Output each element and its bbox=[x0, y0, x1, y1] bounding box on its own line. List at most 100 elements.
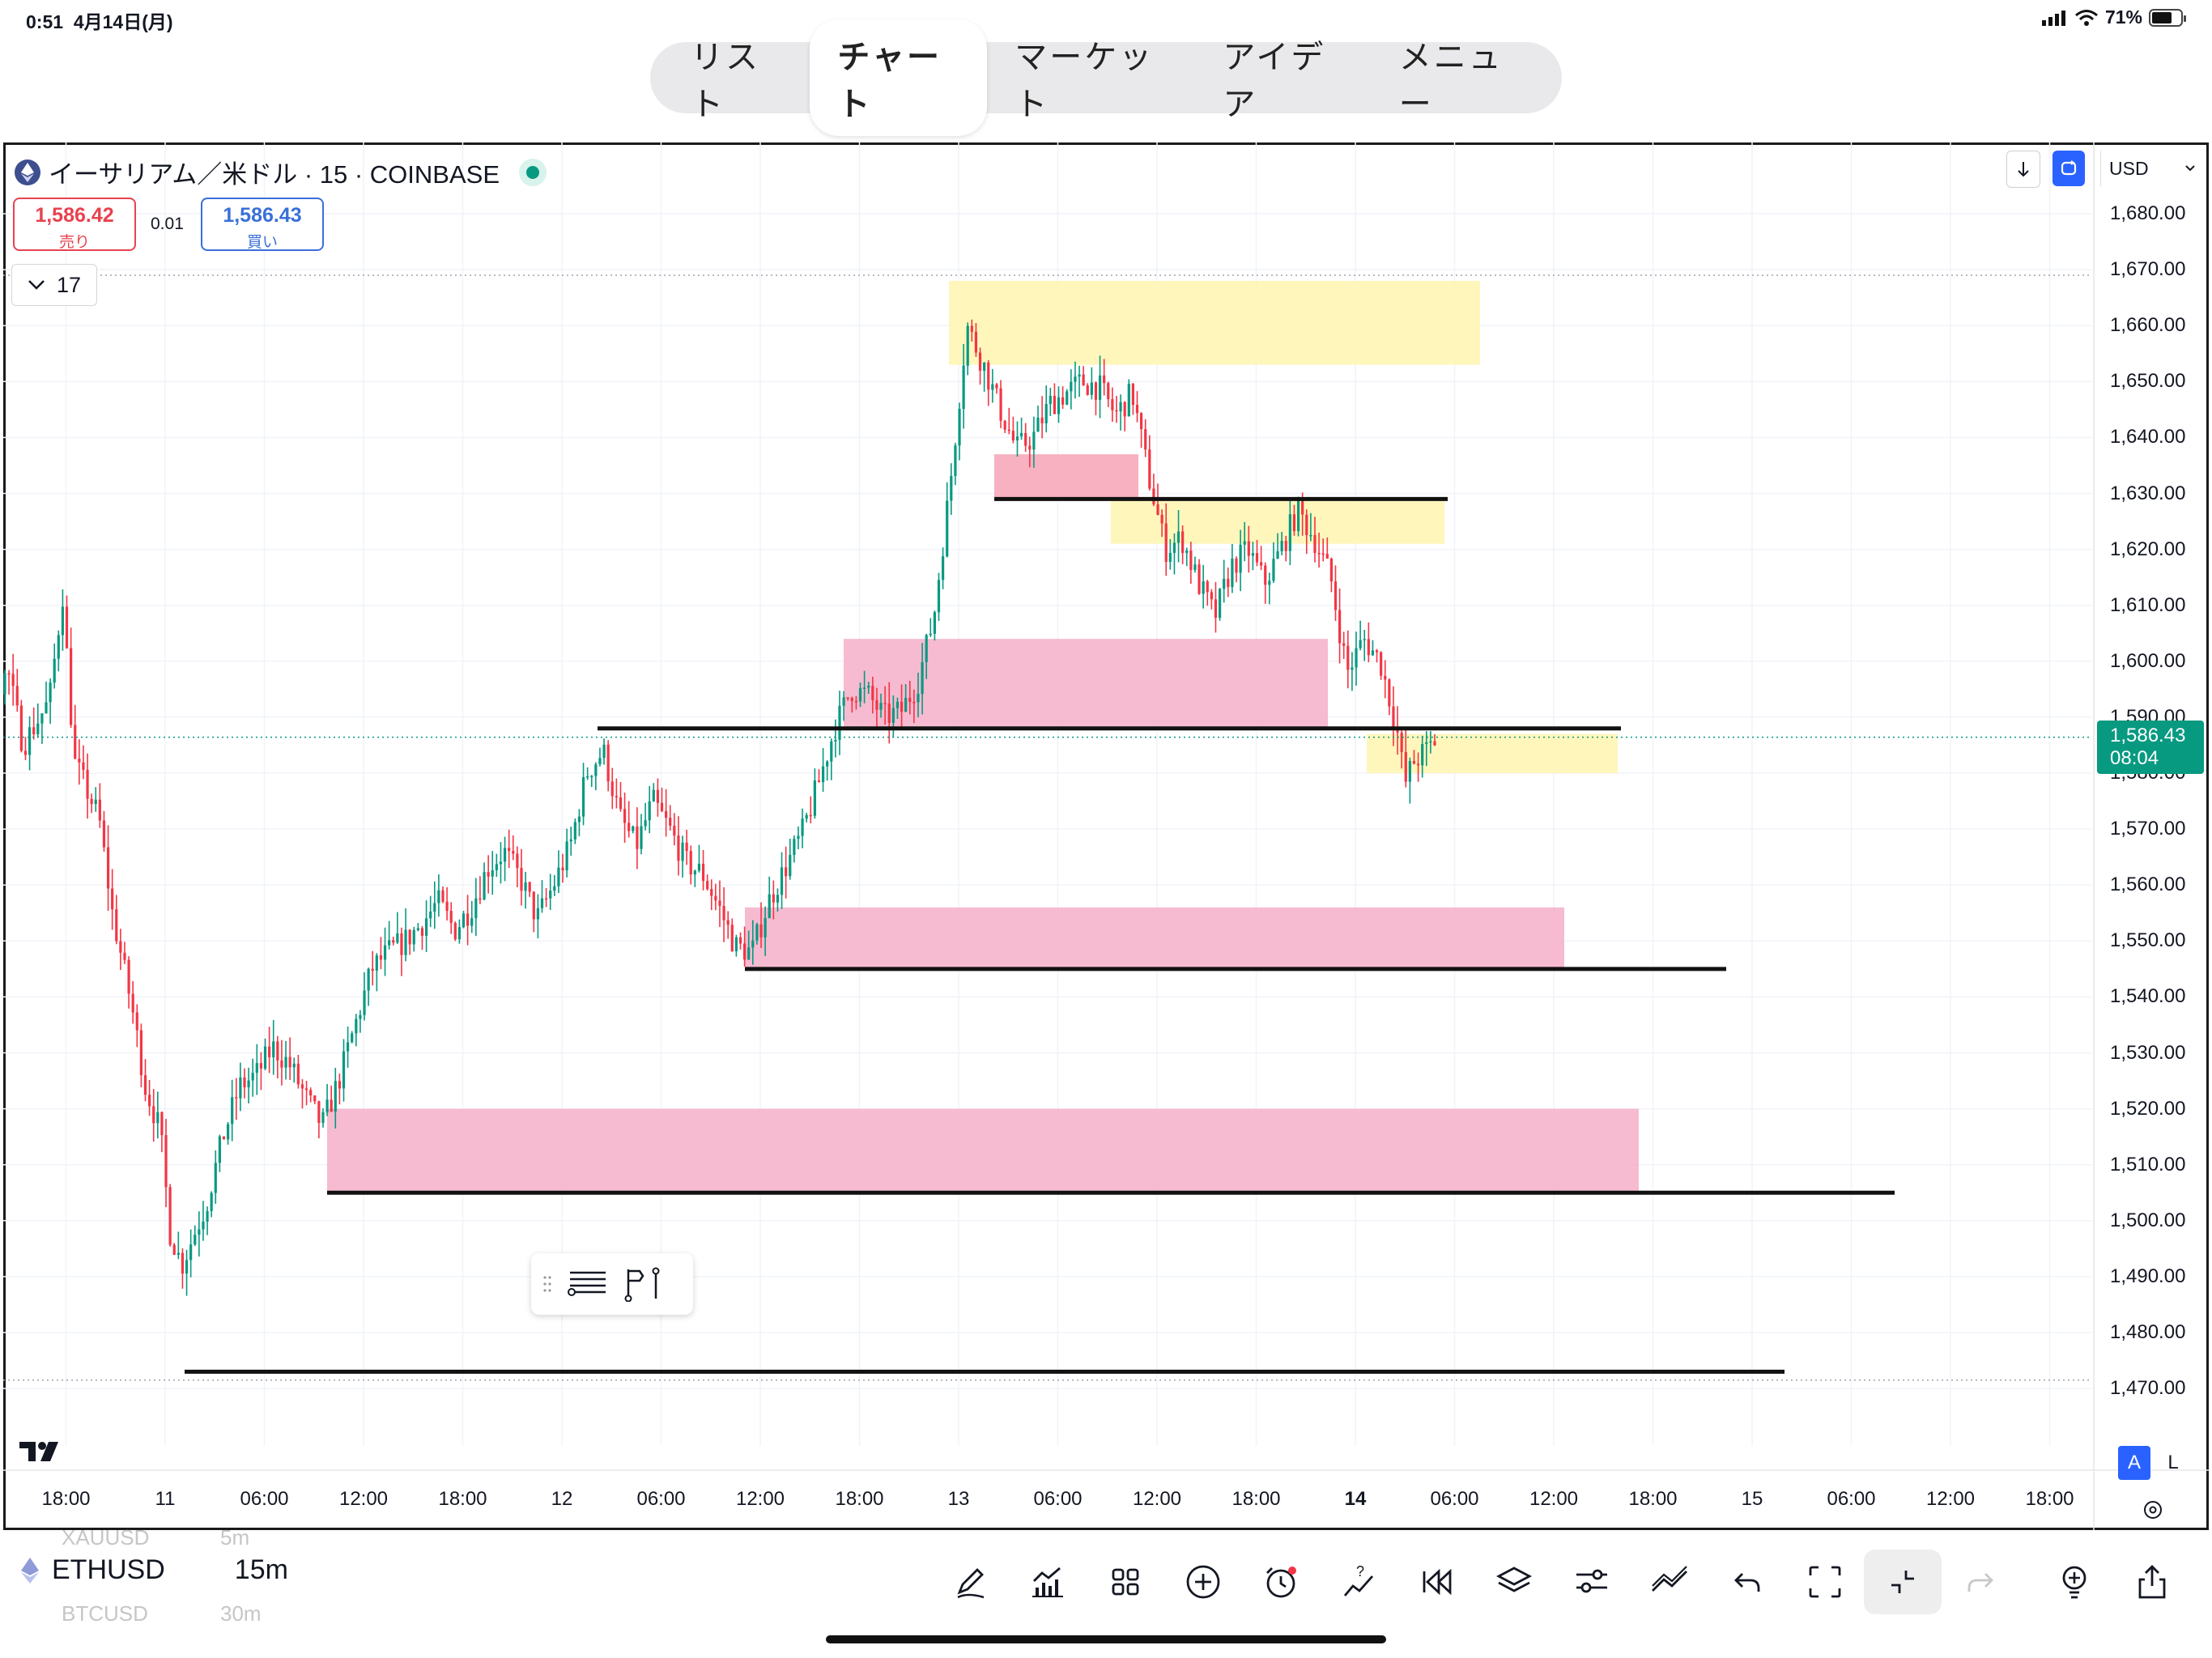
candle-body bbox=[1057, 397, 1061, 414]
candle-body bbox=[726, 920, 730, 925]
candle-body bbox=[660, 802, 664, 811]
price-chart[interactable] bbox=[3, 142, 2209, 1530]
candle-body bbox=[1019, 432, 1023, 437]
candle-body bbox=[801, 818, 804, 836]
demand-zone-red bbox=[327, 1108, 1639, 1193]
indicators-toggle-button[interactable]: 17 bbox=[11, 264, 97, 306]
candle-body bbox=[441, 890, 445, 902]
candle-body bbox=[1264, 565, 1267, 585]
price-axis-label: 1,560.00 bbox=[2110, 874, 2186, 896]
share-icon bbox=[2138, 1565, 2166, 1599]
candle-body bbox=[1235, 558, 1238, 573]
candle-body bbox=[1028, 445, 1032, 450]
symbol-name[interactable]: ETHUSD bbox=[52, 1554, 165, 1585]
drag-handle-icon[interactable] bbox=[542, 1274, 552, 1294]
candle-body bbox=[1342, 643, 1346, 646]
candle-body bbox=[714, 895, 717, 901]
sell-button[interactable]: 1,586.42 売り bbox=[13, 198, 136, 251]
candle-body bbox=[106, 847, 110, 889]
candle-body bbox=[222, 1136, 226, 1140]
tab-market[interactable]: マーケット bbox=[1015, 40, 1155, 122]
candle-body bbox=[355, 1018, 358, 1034]
replay-hint-button[interactable]: ? bbox=[1320, 1550, 1397, 1614]
share-button[interactable] bbox=[2113, 1550, 2191, 1614]
candle-body bbox=[396, 933, 399, 943]
candle-body bbox=[1380, 652, 1383, 676]
chart-settings-button[interactable] bbox=[1553, 1550, 1631, 1614]
chart-type-button[interactable] bbox=[1631, 1550, 1708, 1614]
redo-button[interactable] bbox=[1942, 1550, 2019, 1614]
auto-scale-button[interactable]: A bbox=[2118, 1446, 2150, 1480]
candle-body bbox=[367, 968, 370, 991]
grid-icon bbox=[1112, 1568, 1139, 1596]
settings-icon[interactable] bbox=[2141, 1498, 2165, 1522]
candle-body bbox=[978, 352, 982, 371]
candle-body bbox=[139, 1030, 143, 1076]
time-axis-label: 18:00 bbox=[438, 1488, 487, 1510]
publish-idea-button[interactable] bbox=[2035, 1550, 2113, 1614]
candle-body bbox=[1078, 374, 1081, 377]
candle-body bbox=[1107, 383, 1110, 400]
candle-body bbox=[483, 872, 486, 900]
indicators-button[interactable] bbox=[1009, 1550, 1087, 1614]
next-interval[interactable]: 30m bbox=[220, 1601, 262, 1626]
tab-list[interactable]: リスト bbox=[691, 40, 760, 122]
log-scale-button[interactable]: L bbox=[2167, 1452, 2179, 1473]
next-symbol[interactable]: BTCUSD bbox=[62, 1601, 148, 1626]
candle-body bbox=[623, 809, 627, 823]
chart-frame[interactable] bbox=[3, 142, 2209, 1530]
undo-button[interactable] bbox=[1708, 1550, 1786, 1614]
candle-body bbox=[809, 814, 812, 817]
prev-symbol[interactable]: XAUUSD bbox=[62, 1525, 150, 1550]
candle-body bbox=[632, 826, 635, 831]
candle-body bbox=[148, 1095, 151, 1107]
fullscreen-button[interactable] bbox=[1786, 1550, 1864, 1614]
symbol-selector[interactable]: ETHUSD 15m bbox=[21, 1554, 288, 1586]
undo-icon bbox=[1734, 1573, 1760, 1592]
interval-value[interactable]: 15m bbox=[234, 1554, 288, 1585]
tab-chart[interactable]: チャート bbox=[810, 19, 988, 136]
time-axis-label: 18:00 bbox=[1628, 1488, 1678, 1510]
tab-ideas[interactable]: アイデア bbox=[1223, 40, 1326, 122]
drawing-tool-button[interactable] bbox=[931, 1550, 1009, 1614]
object-tree-button[interactable] bbox=[1475, 1550, 1553, 1614]
candle-body bbox=[49, 682, 52, 703]
layout-button[interactable] bbox=[1087, 1550, 1164, 1614]
candle-body bbox=[1086, 385, 1089, 395]
candle-body bbox=[1040, 417, 1044, 424]
price-axis-label: 1,530.00 bbox=[2110, 1041, 2186, 1064]
exit-fullscreen-button[interactable] bbox=[1864, 1550, 1942, 1614]
demand-zone-red bbox=[844, 639, 1328, 729]
drawing-floating-toolbar[interactable] bbox=[531, 1253, 693, 1315]
prev-interval[interactable]: 5m bbox=[220, 1525, 250, 1550]
candle-body bbox=[942, 556, 945, 580]
line-settings-icon[interactable] bbox=[567, 1268, 609, 1300]
tab-menu[interactable]: メニュー bbox=[1398, 40, 1504, 122]
candle-body bbox=[834, 739, 837, 742]
bar-countdown: 08:04 bbox=[2110, 747, 2159, 769]
candle-body bbox=[1176, 531, 1180, 543]
price-marker-icon[interactable] bbox=[623, 1266, 664, 1302]
rewind-button[interactable] bbox=[1397, 1550, 1475, 1614]
candle-body bbox=[202, 1221, 205, 1230]
alert-button[interactable] bbox=[1242, 1550, 1320, 1614]
candle-body bbox=[697, 863, 701, 871]
currency-select[interactable]: USD bbox=[2100, 151, 2204, 186]
chart-legend[interactable]: イーサリアム／米ドル · 15 · COINBASE bbox=[15, 154, 547, 190]
time-axis-label: 06:00 bbox=[1430, 1488, 1479, 1510]
candle-body bbox=[143, 1075, 147, 1095]
candle-body bbox=[453, 923, 457, 940]
candle-body bbox=[946, 500, 949, 557]
time-axis-label: 18:00 bbox=[835, 1488, 884, 1510]
add-symbol-button[interactable] bbox=[1164, 1550, 1242, 1614]
candle-body bbox=[466, 913, 470, 926]
candle-body bbox=[983, 362, 986, 371]
sync-button[interactable] bbox=[2052, 151, 2085, 186]
candle-body bbox=[1334, 581, 1338, 610]
symbol-title[interactable]: イーサリアム／米ドル · 15 · COINBASE bbox=[49, 160, 500, 189]
scroll-to-realtime-button[interactable] bbox=[2006, 151, 2040, 188]
candle-body bbox=[32, 727, 36, 735]
buy-button[interactable]: 1,586.43 買い bbox=[201, 198, 324, 251]
candle-body bbox=[619, 797, 623, 810]
candle-body bbox=[288, 1056, 291, 1068]
